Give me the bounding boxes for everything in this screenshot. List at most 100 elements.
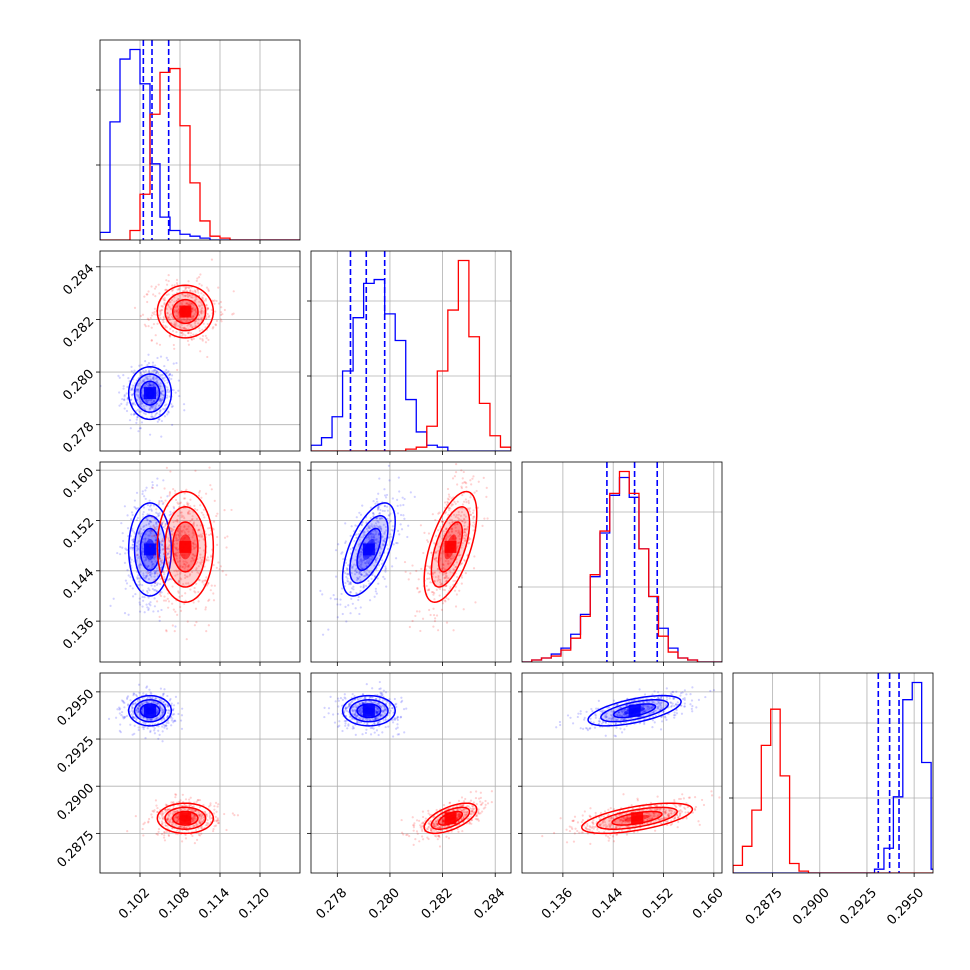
scatter-point	[200, 311, 203, 314]
scatter-point	[138, 583, 142, 586]
scatter-point	[186, 339, 190, 343]
scatter-point	[166, 715, 170, 718]
scatter-point	[394, 717, 397, 720]
scatter-point	[156, 711, 159, 714]
scatter-point	[451, 528, 454, 531]
scatter-point	[197, 318, 200, 321]
scatter-point	[161, 725, 164, 728]
scatter-point	[349, 702, 352, 705]
scatter-point	[192, 523, 195, 526]
scatter-point	[458, 533, 462, 536]
scatter-point	[156, 702, 159, 705]
scatter-point	[360, 523, 363, 526]
scatter-point	[204, 492, 208, 495]
scatter-point	[359, 589, 362, 593]
scatter-point	[119, 723, 122, 726]
scatter-point	[137, 384, 140, 387]
scatter-point	[131, 529, 134, 532]
scatter-point	[182, 326, 185, 330]
scatter-point	[193, 320, 196, 323]
scatter-point	[426, 539, 429, 542]
scatter-point	[160, 700, 163, 703]
scatter-point	[198, 805, 202, 809]
scatter-point	[179, 532, 182, 535]
scatter-point	[439, 557, 442, 560]
scatter-point	[137, 580, 141, 583]
scatter-point	[374, 710, 377, 713]
scatter-point	[176, 310, 179, 313]
scatter-point	[344, 522, 347, 525]
scatter-point	[231, 313, 234, 316]
scatter-point	[202, 549, 205, 552]
scatter-point	[399, 504, 402, 507]
scatter-point	[376, 710, 379, 714]
scatter-point	[485, 495, 488, 498]
scatter-point	[352, 585, 355, 588]
scatter-point	[163, 688, 166, 691]
scatter-point	[225, 573, 228, 576]
scatter-point	[159, 812, 162, 816]
scatter-point	[388, 514, 391, 517]
scatter-point	[439, 829, 443, 833]
scatter-point	[150, 339, 153, 342]
scatter-point	[154, 571, 157, 574]
scatter-point	[433, 579, 436, 583]
scatter-point	[140, 405, 143, 408]
scatter-point	[192, 542, 195, 546]
scatter-point	[388, 706, 391, 710]
scatter-point	[166, 283, 169, 286]
scatter-point	[359, 513, 363, 516]
scatter-point	[225, 546, 228, 549]
scatter-point	[162, 407, 165, 410]
scatter-point	[354, 568, 357, 571]
scatter-point	[179, 719, 183, 722]
scatter-point	[445, 527, 448, 531]
scatter-point	[359, 573, 363, 576]
scatter-point	[164, 516, 167, 519]
scatter-point	[458, 541, 461, 544]
scatter-point	[186, 561, 189, 564]
scatter-point	[389, 533, 392, 536]
panel-frame	[521, 461, 723, 663]
scatter-point	[172, 719, 175, 722]
scatter-point	[351, 567, 354, 570]
scatter-point	[446, 501, 450, 505]
scatter-point	[361, 701, 364, 705]
scatter-point	[177, 379, 180, 382]
scatter-point	[444, 575, 447, 578]
scatter-point	[200, 832, 203, 836]
scatter-point	[195, 567, 198, 570]
scatter-point	[180, 578, 183, 581]
scatter-point	[164, 703, 167, 707]
scatter-point	[144, 376, 148, 379]
scatter-point	[137, 584, 140, 587]
scatter-point	[355, 533, 358, 536]
scatter-point	[170, 403, 173, 406]
scatter-point	[204, 297, 207, 301]
scatter-point	[338, 720, 341, 723]
scatter-point	[347, 580, 350, 583]
scatter-point	[182, 294, 185, 297]
scatter-point	[126, 695, 130, 698]
scatter-point	[143, 821, 146, 824]
scatter-point	[147, 534, 150, 537]
scatter-point	[138, 597, 141, 600]
scatter-point	[180, 804, 183, 808]
scatter-point	[376, 707, 379, 711]
scatter-point	[464, 531, 467, 534]
scatter-point	[132, 543, 135, 546]
scatter-point	[135, 393, 139, 396]
scatter-point	[133, 732, 136, 735]
scatter-point	[195, 279, 198, 282]
scatter-point	[351, 692, 354, 696]
scatter-point	[177, 534, 181, 537]
scatter-point	[382, 575, 385, 579]
scatter-point	[156, 512, 159, 515]
scatter-point	[129, 699, 132, 702]
scatter-point	[376, 710, 379, 713]
scatter-point	[414, 838, 417, 841]
scatter-point	[166, 458, 168, 460]
panel-frame	[99, 39, 301, 241]
scatter-point	[179, 804, 182, 807]
scatter-point	[164, 522, 167, 526]
